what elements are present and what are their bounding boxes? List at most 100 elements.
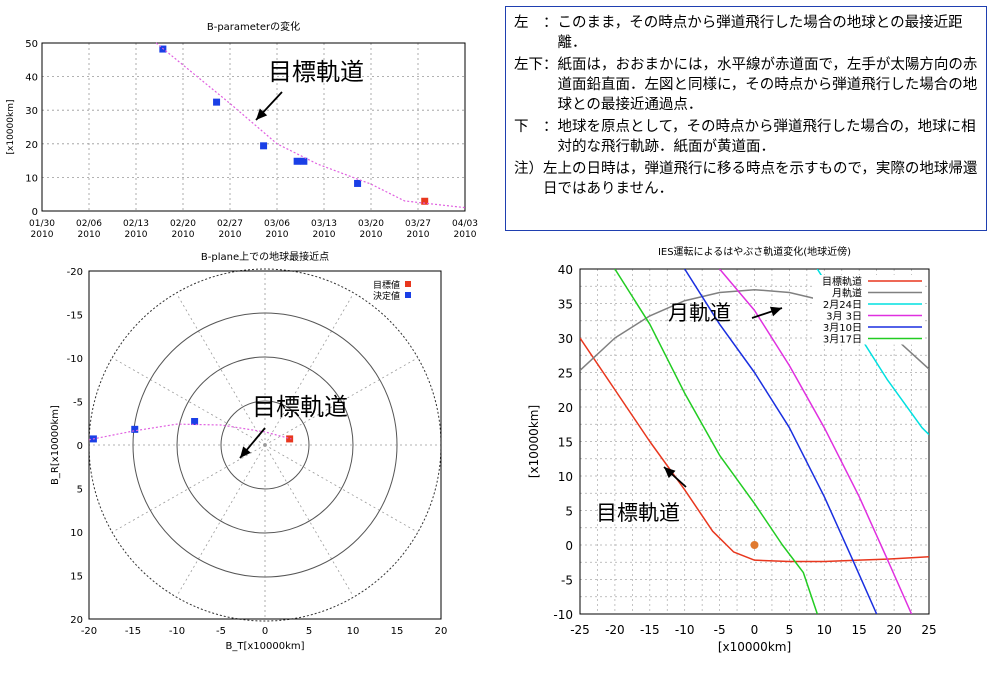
chart2-legend-marker (405, 292, 411, 298)
chart3-ylabel: [x10000km] (527, 405, 541, 478)
chart1-xtick-label: 01/30 (29, 219, 55, 229)
note-text: 紙面は，おおまかには，水平線が赤道面で，左手が太陽方向の赤道面鉛直面．左図と同様… (557, 57, 978, 113)
chart2-radial-line (176, 444, 266, 596)
chart2-xtick-label: 0 (262, 626, 268, 637)
chart1-data-point (354, 179, 362, 187)
chart3-xtick-label: 5 (786, 623, 794, 637)
chart3-moon-arrow-head (769, 306, 782, 317)
notes-box: 左 ： このまま，その時点から弾道飛行した場合の地球との最接近距離． 左下： 紙… (505, 6, 987, 231)
chart1-data-point (213, 98, 221, 106)
note-label: 左 ： (514, 15, 558, 31)
chart1-data-point (300, 157, 308, 165)
chart3-xtick-label: 15 (852, 623, 867, 637)
chart2-radial-line (176, 294, 266, 446)
chart3-ytick-label: -5 (561, 574, 573, 588)
chart2-data-point (286, 435, 294, 443)
chart1-xtick-label: 2010 (125, 230, 148, 240)
chart1-xtick-label: 2010 (31, 230, 54, 240)
chart1-xtick-label: 2010 (407, 230, 430, 240)
chart2-range-circle (176, 356, 354, 534)
chart2-ytick-label: 15 (70, 572, 83, 583)
chart2-ytick-label: -15 (67, 311, 83, 322)
chart2-target-trajectory (88, 423, 292, 441)
note-text: このまま，その時点から弾道飛行した場合の地球との最接近距離． (557, 15, 963, 51)
chart1-ytick-label: 30 (25, 106, 38, 117)
chart3-ytick-label: 10 (558, 470, 573, 484)
note-remark: 注） 左上の日時は，弾道飛行に移る時点を示すもので，実際の地球帰還日ではありませ… (514, 159, 978, 199)
note-text: 左上の日時は，弾道飛行に移る時点を示すもので，実際の地球帰還日ではありません． (543, 161, 978, 197)
chart2-range-circle (132, 312, 398, 578)
chart3-legend-label: 月軌道 (832, 287, 862, 300)
chart1-xtick-label: 2010 (219, 230, 242, 240)
chart2-annotation-arrow-head (240, 446, 251, 458)
chart3-target-arrow-head (664, 467, 676, 479)
chart1-xtick-label: 2010 (360, 230, 383, 240)
chart3-series-line (614, 269, 819, 614)
chart2-frame (88, 270, 442, 620)
chart1-xtick-label: 04/03 (452, 219, 478, 229)
chart1-xtick-label: 03/27 (405, 219, 431, 229)
chart3-legend-label: 2月24日 (823, 299, 862, 311)
chart2-ylabel: B_R[x10000km] (50, 405, 61, 485)
chart1-xtick-label: 2010 (313, 230, 336, 240)
chart2-xlabel: B_T[x10000km] (225, 641, 304, 652)
note-text: 地球を原点として，その時点から弾道飛行した場合の，地球に相対的な飛行軌跡．紙面が… (557, 119, 976, 155)
chart2-title: B-plane上での地球最接近点 (201, 250, 329, 263)
chart2-radial-line (264, 357, 418, 446)
chart2-data-point (191, 418, 199, 426)
chart3-series-line (719, 269, 913, 614)
note-label: 注） (514, 161, 543, 177)
chart3-xtick-label: -20 (605, 623, 625, 637)
chart2-radial-line (264, 444, 354, 596)
chart3-ytick-label: 5 (565, 505, 573, 519)
chart2-annotation: 目標軌道 (252, 393, 348, 421)
chart3-target-annotation: 目標軌道 (596, 501, 680, 525)
chart1-xtick-label: 02/06 (76, 219, 102, 229)
chart2-xtick-label: -5 (216, 626, 226, 637)
chart1-ytick-label: 0 (32, 207, 38, 218)
chart2-radial-line (264, 294, 354, 446)
chart3-series-line (684, 269, 878, 614)
chart1-target-point (421, 197, 429, 205)
chart1-xtick-label: 02/27 (217, 219, 243, 229)
chart1-xtick-label: 2010 (454, 230, 477, 240)
note-left: 左 ： このまま，その時点から弾道飛行した場合の地球との最接近距離． (514, 13, 978, 53)
chart3-moon-annotation: 月軌道 (668, 301, 731, 325)
chart3-legend-label: 目標軌道 (822, 275, 862, 288)
chart2-legend-label: 決定値 (373, 290, 400, 302)
chart2-radial-line (112, 357, 266, 446)
chart1-xtick-label: 02/13 (123, 219, 149, 229)
chart2-xtick-label: 15 (391, 626, 404, 637)
chart3-xtick-label: -15 (640, 623, 660, 637)
chart3-title: IES運転によるはやぶさ軌道変化(地球近傍) (658, 245, 851, 258)
chart1-frame (41, 42, 466, 212)
chart1-target-trajectory (155, 42, 466, 209)
chart2-ytick-label: -5 (73, 398, 83, 409)
chart3-ytick-label: 25 (558, 367, 573, 381)
chart3-ytick-label: 15 (558, 436, 573, 450)
chart1-xtick-label: 03/13 (311, 219, 337, 229)
chart3-frame (579, 268, 930, 615)
chart2-ytick-label: 5 (77, 485, 83, 496)
chart1-annotation-arrow-head (256, 108, 268, 120)
chart3-xtick-label: 0 (751, 623, 759, 637)
chart1-ytick-label: 10 (25, 173, 38, 184)
chart1-xtick-label: 2010 (266, 230, 289, 240)
chart1-annotation: 目標軌道 (268, 58, 364, 86)
chart1-ytick-label: 50 (25, 39, 38, 50)
chart2-legend-label: 目標値 (373, 279, 400, 291)
note-label: 左下： (514, 57, 558, 73)
chart1-xtick-label: 2010 (78, 230, 101, 240)
chart2-ytick-label: 0 (77, 441, 83, 452)
chart2-radial-line (112, 444, 266, 533)
chart3-ytick-label: -10 (553, 608, 573, 622)
chart2-ytick-label: -20 (67, 267, 83, 278)
chart1-ylabel: [x10000km] (6, 100, 16, 155)
chart1-xtick-label: 2010 (172, 230, 195, 240)
chart2-radial-line (264, 444, 418, 533)
chart2-ytick-label: -10 (67, 354, 83, 365)
chart3-ytick-label: 40 (558, 263, 573, 277)
chart1-xtick-label: 03/06 (264, 219, 290, 229)
chart1-ytick-label: 20 (25, 140, 38, 151)
